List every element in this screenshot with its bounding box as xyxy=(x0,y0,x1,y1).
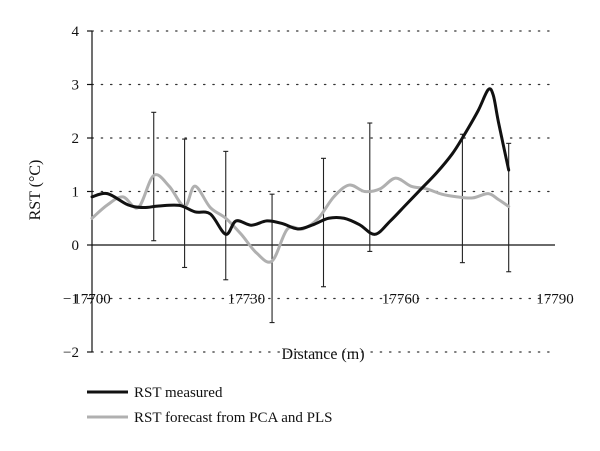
series-line-measured xyxy=(90,87,511,236)
error-bar xyxy=(367,122,373,252)
x-tick-label: 17700 xyxy=(73,292,111,308)
x-tick-label: 17790 xyxy=(536,292,574,308)
series-line-forecast xyxy=(90,173,511,264)
error-bar xyxy=(223,150,229,281)
x-tick-label: 17730 xyxy=(228,292,266,308)
x-tick-label: 17760 xyxy=(382,292,420,308)
y-tick-label: 4 xyxy=(72,24,80,40)
x-axis-title: Distance (m) xyxy=(281,346,364,363)
y-tick-label: 3 xyxy=(72,78,80,94)
y-tick-label: −2 xyxy=(63,345,79,361)
y-tick-label: 0 xyxy=(72,238,80,254)
y-axis-title: RST (°C) xyxy=(27,160,44,221)
legend: RST measured RST forecast from PCA and P… xyxy=(87,385,332,426)
legend-label-measured: RST measured xyxy=(134,385,223,401)
error-bar xyxy=(269,193,275,324)
y-tick-label: 1 xyxy=(72,185,80,201)
y-tick-label: 2 xyxy=(72,131,80,147)
series-lines xyxy=(90,87,511,264)
error-bar xyxy=(321,157,326,288)
error-bar xyxy=(182,138,188,269)
y-tick-label: −1 xyxy=(63,292,79,308)
legend-label-forecast: RST forecast from PCA and PLS xyxy=(134,410,332,426)
tick-labels: −2 −1 0 1 2 3 4 17700 17730 17760 17790 xyxy=(63,24,574,361)
